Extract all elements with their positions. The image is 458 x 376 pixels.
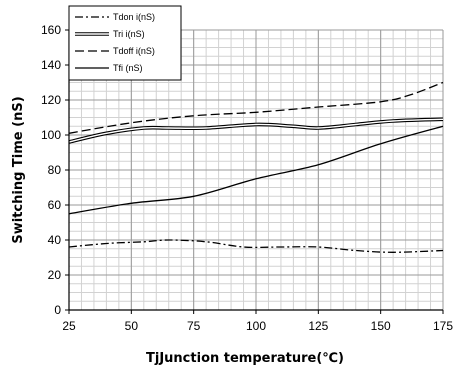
y-tick-label: 40 <box>48 233 62 247</box>
y-tick-label: 80 <box>48 163 62 177</box>
y-tick-label: 160 <box>41 23 61 37</box>
series-line-tdoff-i-ns <box>68 81 444 134</box>
x-tick-label: 75 <box>187 319 201 333</box>
y-tick-label: 60 <box>48 198 62 212</box>
y-axis-title: Switching Time (nS) <box>11 96 26 243</box>
y-tick-label: 140 <box>41 58 61 72</box>
x-tick-label: 50 <box>125 319 139 333</box>
x-tick-label: 175 <box>433 319 453 333</box>
x-tick-label: 125 <box>308 319 328 333</box>
x-tick-label: 100 <box>246 319 266 333</box>
tick-labels: 25 50 75 100 125 150 175 0 20 40 60 80 100 120 140 160 <box>41 23 453 333</box>
legend-label: Tri i(nS) <box>113 29 145 39</box>
series-line-tfi-ns <box>68 125 444 215</box>
x-tick-label: 25 <box>62 319 76 333</box>
x-tick-label: 150 <box>371 319 391 333</box>
series-line-tri-i-ns-inner <box>68 118 444 143</box>
x-axis-title: TjJunction temperature(℃) <box>146 351 344 366</box>
series-line-tdon-i-ns <box>68 239 444 253</box>
series-layer <box>68 81 444 253</box>
y-tick-label: 0 <box>54 303 61 317</box>
legend-label: Tdoff i(nS) <box>113 46 155 56</box>
legend-label: Tfi (nS) <box>113 63 143 73</box>
legend-label: Tdon i(nS) <box>113 12 155 22</box>
y-tick-label: 120 <box>41 93 61 107</box>
legend: Tdon i(nS) Tri i(nS) Tdoff i(nS) Tfi (nS) <box>68 5 182 81</box>
y-tick-label: 100 <box>41 128 61 142</box>
y-tick-label: 20 <box>48 268 62 282</box>
